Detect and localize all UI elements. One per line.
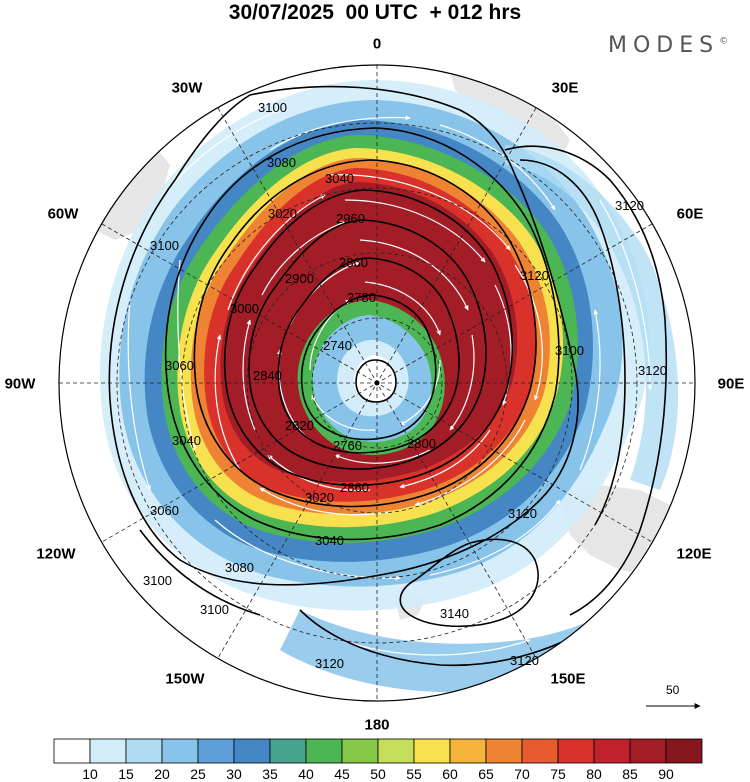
colorbar-swatch	[521, 738, 559, 764]
colorbar-label: 15	[118, 766, 134, 782]
contour-label: 2840	[253, 368, 282, 383]
colorbar-label: 55	[406, 766, 422, 782]
wind-speed-shading	[100, 80, 690, 693]
lon-label-150w: 150W	[165, 670, 205, 688]
reference-vector: 50	[646, 683, 701, 709]
colorbar-swatch	[449, 738, 487, 764]
contour-label: 3120	[510, 653, 539, 668]
contour-label: 3120	[520, 268, 549, 283]
brand-name: MODES	[608, 33, 720, 58]
colorbar-swatch	[269, 738, 307, 764]
lon-label-150e: 150E	[550, 670, 586, 688]
colorbar-swatch	[413, 738, 451, 764]
contour-label: 3020	[305, 490, 334, 505]
contour-label: 3080	[267, 155, 296, 170]
geopotential-contours	[108, 85, 668, 667]
contour-label: 3040	[325, 171, 354, 186]
colorbar-label: 60	[442, 766, 458, 782]
contour-label: 3100	[150, 238, 179, 253]
colorbar-swatch	[197, 738, 235, 764]
colorbar-label: 25	[190, 766, 206, 782]
colorbar-label: 20	[154, 766, 170, 782]
contour-label: 3100	[143, 573, 172, 588]
colorbar-label: 65	[478, 766, 494, 782]
map-border	[58, 64, 696, 702]
lon-label-60e: 60E	[676, 205, 704, 223]
colorbar-label: 35	[262, 766, 278, 782]
colorbar-label: 85	[622, 766, 638, 782]
map-title: 30/07/2025 00 UTC + 012 hrs	[228, 1, 522, 24]
contour-label: 3080	[225, 560, 254, 575]
contour-label: 3120	[508, 506, 537, 521]
lon-label-30w: 30W	[171, 79, 203, 97]
lon-label-90w: 90W	[4, 375, 36, 393]
colorbar-label: 30	[226, 766, 242, 782]
contour-label: 3020	[268, 206, 297, 221]
contour-label: 3060	[165, 358, 194, 373]
map-disc	[59, 65, 695, 701]
pole-marker	[374, 380, 380, 386]
colorbar-swatch	[125, 738, 163, 764]
colorbar	[53, 738, 703, 764]
contour-label: 3100	[200, 602, 229, 617]
colorbar-swatch	[377, 738, 415, 764]
colorbar-swatch	[233, 738, 271, 764]
colorbar-label: 45	[334, 766, 350, 782]
lon-label-30e: 30E	[551, 79, 579, 97]
lon-label-60w: 60W	[47, 205, 79, 223]
contour-label: 3120	[638, 363, 667, 378]
contour-label: 3140	[440, 606, 469, 621]
contour-label: 3120	[315, 656, 344, 671]
contour-label: 2820	[285, 418, 314, 433]
contour-labels: 3100 3080 3040 3020 2960 2860 2900 3000 …	[143, 100, 667, 671]
lon-label-120e: 120E	[676, 545, 712, 563]
contour-label: 3060	[150, 503, 179, 518]
contour-label: 3000	[230, 301, 259, 316]
contour-label: 3100	[555, 343, 584, 358]
colorbar-label: 75	[550, 766, 566, 782]
contour-label: 3040	[172, 433, 201, 448]
brand-logo: MODES©	[608, 33, 728, 58]
contour-label: 2860	[340, 480, 369, 495]
colorbar-label: 80	[586, 766, 602, 782]
colorbar-swatch	[665, 738, 703, 764]
colorbar-swatch	[53, 738, 91, 764]
colorbar-swatch	[485, 738, 523, 764]
contour-label: 2760	[333, 438, 362, 453]
copyright-mark: ©	[719, 36, 729, 47]
colorbar-swatch	[161, 738, 199, 764]
colorbar-swatch	[305, 738, 343, 764]
colorbar-swatch	[593, 738, 631, 764]
contour-label: 3100	[258, 100, 287, 115]
colorbar-swatch	[557, 738, 595, 764]
contour-label: 2780	[347, 290, 376, 305]
contour-label: 3040	[315, 533, 344, 548]
contour-label: 2740	[323, 338, 352, 353]
lon-label-120w: 120W	[36, 545, 76, 563]
contour-label: 2800	[407, 436, 436, 451]
colorbar-label: 90	[658, 766, 674, 782]
contour-label: 3120	[615, 198, 644, 213]
contour-label: 2960	[336, 211, 365, 226]
colorbar-label: 40	[298, 766, 314, 782]
contour-label: 2860	[339, 255, 368, 270]
contour-label: 2900	[285, 271, 314, 286]
colorbar-swatch	[629, 738, 667, 764]
lon-label-180: 180	[364, 716, 390, 734]
colorbar-label: 70	[514, 766, 530, 782]
colorbar-swatch	[89, 738, 127, 764]
colorbar-swatch	[341, 738, 379, 764]
colorbar-label: 10	[82, 766, 98, 782]
reference-vector-label: 50	[666, 683, 680, 697]
lon-label-0: 0	[372, 35, 382, 53]
colorbar-label: 50	[370, 766, 386, 782]
lon-label-90e: 90E	[717, 375, 745, 393]
